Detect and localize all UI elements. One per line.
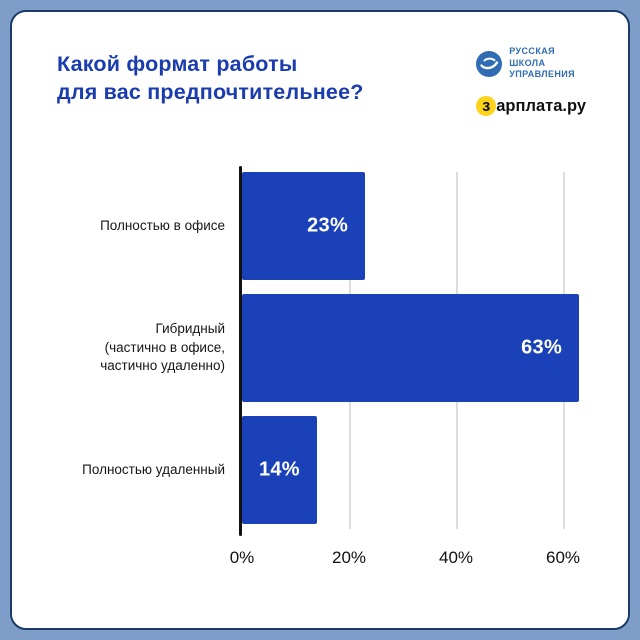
x-tick-label: 0% (229, 548, 255, 567)
x-tick-label: 40% (438, 548, 474, 567)
bar: 14% (242, 416, 317, 524)
bar-track: 14% (239, 416, 610, 524)
category-label: Полностью удаленный (82, 461, 225, 477)
bar-row: Полностью удаленный 14% (12, 416, 610, 524)
bar: 63% (242, 294, 580, 402)
bar-value-label: 14% (258, 458, 300, 481)
rsu-logo-label: РУССКАЯ ШКОЛА УПРАВЛЕНИЯ (509, 46, 576, 80)
bar-chart: Полностью в офисе 23% Гибридный (частично … (12, 166, 610, 567)
category-label: Полностью в офисе (100, 217, 225, 233)
rsu-logo-icon (476, 50, 503, 77)
logos-block: РУССКАЯ ШКОЛА УПРАВЛЕНИЯ з арплата.ру (476, 46, 586, 117)
y-axis-line (239, 166, 242, 536)
rsu-logo: РУССКАЯ ШКОЛА УПРАВЛЕНИЯ (476, 46, 586, 81)
x-axis-ticks: 0% 20% 40% 60% (230, 548, 596, 570)
x-tick-label: 20% (331, 548, 367, 567)
survey-card: Какой формат работы для вас предпочтител… (10, 10, 630, 630)
bar-row: Полностью в офисе 23% (12, 172, 610, 280)
zarplata-logo-highlight: з (476, 96, 497, 117)
bar-rows: Полностью в офисе 23% Гибридный (частично … (12, 172, 610, 524)
x-tick-label: 60% (545, 548, 581, 567)
category-label: Гибридный (частично в офисе, частично уд… (100, 320, 225, 374)
page-title: Какой формат работы для вас предпочтител… (57, 52, 364, 105)
zarplata-logo-label: арплата.ру (496, 96, 586, 115)
bar-track: 23% (239, 172, 610, 280)
bar: 23% (242, 172, 366, 280)
zarplata-logo: з арплата.ру (476, 96, 586, 117)
bar-track: 63% (239, 294, 610, 402)
bar-value-label: 63% (521, 336, 563, 359)
bar-value-label: 23% (307, 214, 349, 237)
bar-row: Гибридный (частично в офисе, частично уд… (12, 294, 610, 402)
